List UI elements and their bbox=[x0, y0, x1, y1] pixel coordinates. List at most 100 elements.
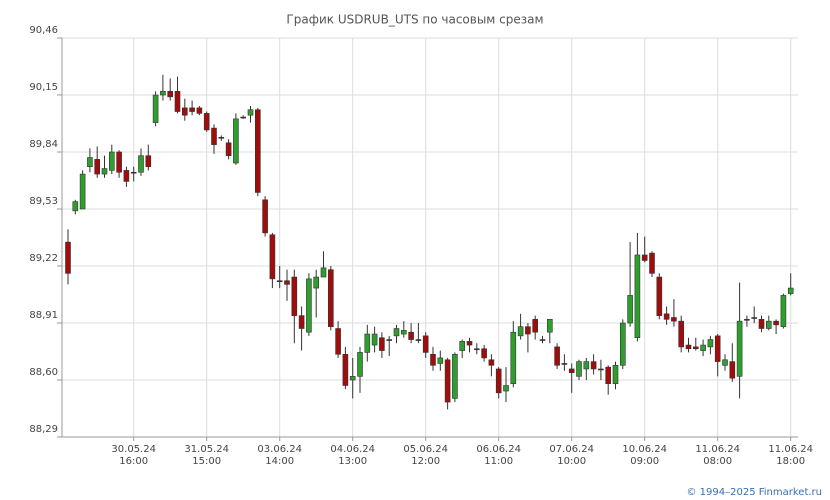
candle-body bbox=[459, 341, 466, 351]
candle-body bbox=[371, 333, 378, 346]
candle-body bbox=[415, 339, 422, 341]
candle-body bbox=[145, 155, 152, 168]
candle-body bbox=[386, 339, 393, 341]
candle-body bbox=[291, 276, 298, 316]
candle-body bbox=[196, 107, 203, 114]
candle-body bbox=[503, 385, 509, 392]
candle-body bbox=[364, 333, 371, 353]
x-tick-label: 31.05.24 bbox=[184, 444, 229, 455]
candle-body bbox=[554, 346, 560, 366]
x-tick-label: 16:00 bbox=[119, 456, 148, 467]
candle-body bbox=[101, 168, 108, 175]
x-tick-label: 18:00 bbox=[776, 456, 805, 467]
candle-body bbox=[546, 319, 553, 333]
y-tick-label: 88,60 bbox=[29, 367, 58, 378]
candle-body bbox=[284, 280, 290, 285]
candle-body bbox=[255, 109, 261, 193]
candle-body bbox=[598, 368, 604, 371]
y-tick-label: 89,84 bbox=[29, 139, 58, 150]
candle-body bbox=[787, 287, 794, 294]
candle-body bbox=[634, 254, 641, 339]
x-tick-label: 15:00 bbox=[192, 456, 221, 467]
candle-body bbox=[700, 344, 706, 351]
candle-body bbox=[663, 313, 670, 320]
candle-body bbox=[225, 142, 232, 156]
candle-body bbox=[94, 159, 100, 175]
candle-body bbox=[327, 269, 334, 327]
candle-body bbox=[466, 341, 473, 346]
candle-body bbox=[335, 328, 341, 355]
candle-body bbox=[736, 320, 743, 377]
candle-body bbox=[72, 201, 79, 212]
candle-body bbox=[160, 91, 166, 96]
candle-body bbox=[400, 330, 407, 335]
candle-body bbox=[167, 91, 173, 98]
candle-body bbox=[649, 252, 655, 274]
candle-body bbox=[678, 320, 685, 348]
y-tick-label: 89,53 bbox=[29, 196, 58, 207]
candle-body bbox=[751, 317, 758, 319]
candle-body bbox=[182, 107, 188, 116]
candle-body bbox=[722, 359, 728, 366]
x-tick-label: 12:00 bbox=[411, 456, 440, 467]
x-tick-label: 11.06.24 bbox=[695, 444, 740, 455]
candle-body bbox=[87, 157, 93, 168]
candle-body bbox=[619, 322, 626, 366]
candle-body bbox=[240, 116, 246, 119]
x-tick-label: 07.06.24 bbox=[549, 444, 594, 455]
candle-body bbox=[116, 151, 122, 173]
candle-body bbox=[692, 346, 699, 350]
candle-body bbox=[349, 376, 356, 381]
candle-body bbox=[656, 276, 663, 316]
candle-body bbox=[539, 339, 546, 341]
candle-body bbox=[473, 348, 480, 351]
candle-body bbox=[641, 254, 648, 261]
candle-body bbox=[218, 136, 225, 139]
candle-body bbox=[488, 359, 495, 366]
y-tick-label: 88,91 bbox=[29, 310, 58, 321]
candle-body bbox=[65, 241, 71, 274]
candle-body bbox=[269, 234, 276, 280]
candle-body bbox=[320, 267, 327, 278]
candle-body bbox=[203, 113, 210, 131]
chart-title: График USDRUB_UTS по часовым срезам bbox=[286, 13, 543, 27]
candle-body bbox=[79, 173, 86, 210]
candle-body bbox=[758, 319, 765, 329]
candle-body bbox=[357, 352, 363, 377]
candle-body bbox=[583, 361, 590, 370]
candle-body bbox=[174, 91, 181, 112]
candle-body bbox=[408, 331, 414, 340]
x-tick-label: 30.05.24 bbox=[111, 444, 156, 455]
x-tick-label: 11.06.24 bbox=[768, 444, 813, 455]
candle-body bbox=[495, 368, 502, 394]
candle-body bbox=[262, 199, 268, 234]
candle-body bbox=[744, 319, 750, 321]
x-tick-label: 05.06.24 bbox=[403, 444, 448, 455]
candle-body bbox=[444, 359, 451, 403]
candle-body bbox=[568, 368, 575, 373]
candle-body bbox=[576, 361, 582, 377]
candle-body bbox=[605, 366, 612, 384]
x-tick-label: 09:00 bbox=[630, 456, 659, 467]
candle-body bbox=[379, 337, 385, 351]
candle-body bbox=[590, 361, 597, 370]
x-tick-label: 13:00 bbox=[338, 456, 367, 467]
candle-body bbox=[189, 107, 195, 112]
x-tick-label: 10:00 bbox=[557, 456, 586, 467]
x-tick-label: 06.06.24 bbox=[476, 444, 521, 455]
candle-body bbox=[773, 320, 779, 326]
x-tick-label: 08:00 bbox=[703, 456, 732, 467]
footer[interactable]: © 1994–2025 Finmarket.ru bbox=[686, 487, 822, 498]
candle-body bbox=[452, 353, 458, 399]
candle-body bbox=[729, 361, 736, 379]
candle-body bbox=[313, 276, 320, 289]
candle-body bbox=[298, 315, 305, 329]
candle-body bbox=[247, 109, 254, 116]
candle-body bbox=[685, 344, 692, 350]
candle-body bbox=[393, 328, 400, 337]
candle-body bbox=[765, 320, 772, 329]
candle-body bbox=[342, 353, 349, 386]
y-tick-label: 89,22 bbox=[29, 253, 58, 264]
candle-body bbox=[276, 280, 283, 283]
candle-body bbox=[671, 317, 677, 322]
